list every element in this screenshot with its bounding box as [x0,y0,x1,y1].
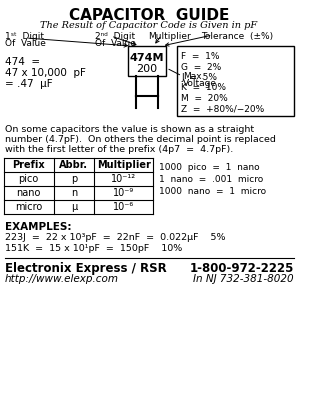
Text: Multiplier: Multiplier [148,32,191,41]
Text: micro: micro [15,202,42,212]
Text: The Result of Capacitor Code is Given in pF: The Result of Capacitor Code is Given in… [40,21,257,30]
Text: Z  =  +80%/−20%: Z = +80%/−20% [181,104,265,113]
Text: Abbr.: Abbr. [59,160,89,170]
Text: 223J  =  22 x 10³pF  =  22nF  =  0.022μF    5%: 223J = 22 x 10³pF = 22nF = 0.022μF 5% [5,233,225,242]
Text: EXAMPLES:: EXAMPLES: [5,222,71,232]
Text: Voltage: Voltage [183,79,217,88]
Text: 47 x 10,000  pF: 47 x 10,000 pF [5,68,86,78]
Text: F  =  1%: F = 1% [181,52,220,61]
Text: G  =  2%: G = 2% [181,62,222,72]
Text: pico: pico [18,174,39,184]
Text: http://www.elexp.com: http://www.elexp.com [5,274,119,284]
Text: Prefix: Prefix [12,160,45,170]
Text: 474  =: 474 = [5,57,40,67]
Text: 10⁻¹²: 10⁻¹² [111,174,136,184]
Text: Electronix Express / RSR: Electronix Express / RSR [5,262,166,275]
Text: 1ˢᵗ  Digit: 1ˢᵗ Digit [5,32,44,41]
Text: 10⁻⁶: 10⁻⁶ [113,202,134,212]
Text: Tolerance  (±%): Tolerance (±%) [202,32,274,41]
Text: Max.: Max. [183,72,204,81]
Text: = .47  μF: = .47 μF [5,79,52,89]
Text: n: n [71,188,77,198]
Text: In NJ 732-381-8020: In NJ 732-381-8020 [193,274,294,284]
Text: CAPACITOR  GUIDE: CAPACITOR GUIDE [69,8,229,23]
Text: 1000  nano  =  1  micro: 1000 nano = 1 micro [159,187,266,196]
Text: K  =  10%: K = 10% [181,83,226,92]
Text: 1-800-972-2225: 1-800-972-2225 [190,262,294,275]
Text: 1  nano  =  .001  micro: 1 nano = .001 micro [159,175,263,184]
Text: 151K  =  15 x 10¹pF  =  150pF    10%: 151K = 15 x 10¹pF = 150pF 10% [5,244,182,253]
Text: Of  Value: Of Value [95,39,136,48]
Text: 2ⁿᵈ  Digit: 2ⁿᵈ Digit [95,32,135,41]
Text: On some capacitors the value is shown as a straight: On some capacitors the value is shown as… [5,125,254,134]
Text: M  =  20%: M = 20% [181,94,228,103]
Text: J  =  5%: J = 5% [181,73,217,82]
Text: 10⁻⁹: 10⁻⁹ [113,188,134,198]
Text: Of  Value: Of Value [5,39,46,48]
Text: p: p [71,174,77,184]
Text: 474M: 474M [130,53,164,63]
Text: number (4.7pF).  On others the decimal point is replaced: number (4.7pF). On others the decimal po… [5,135,276,144]
Bar [177,46,294,116]
Text: 200: 200 [136,64,158,74]
Text: μ: μ [71,202,77,212]
Text: nano: nano [16,188,41,198]
Text: Multiplier: Multiplier [97,160,151,170]
Text: with the first letter of the prefix (4p7  =  4.7pF).: with the first letter of the prefix (4p7… [5,145,233,154]
Bar [128,46,166,76]
Text: 1000  pico  =  1  nano: 1000 pico = 1 nano [159,163,260,172]
